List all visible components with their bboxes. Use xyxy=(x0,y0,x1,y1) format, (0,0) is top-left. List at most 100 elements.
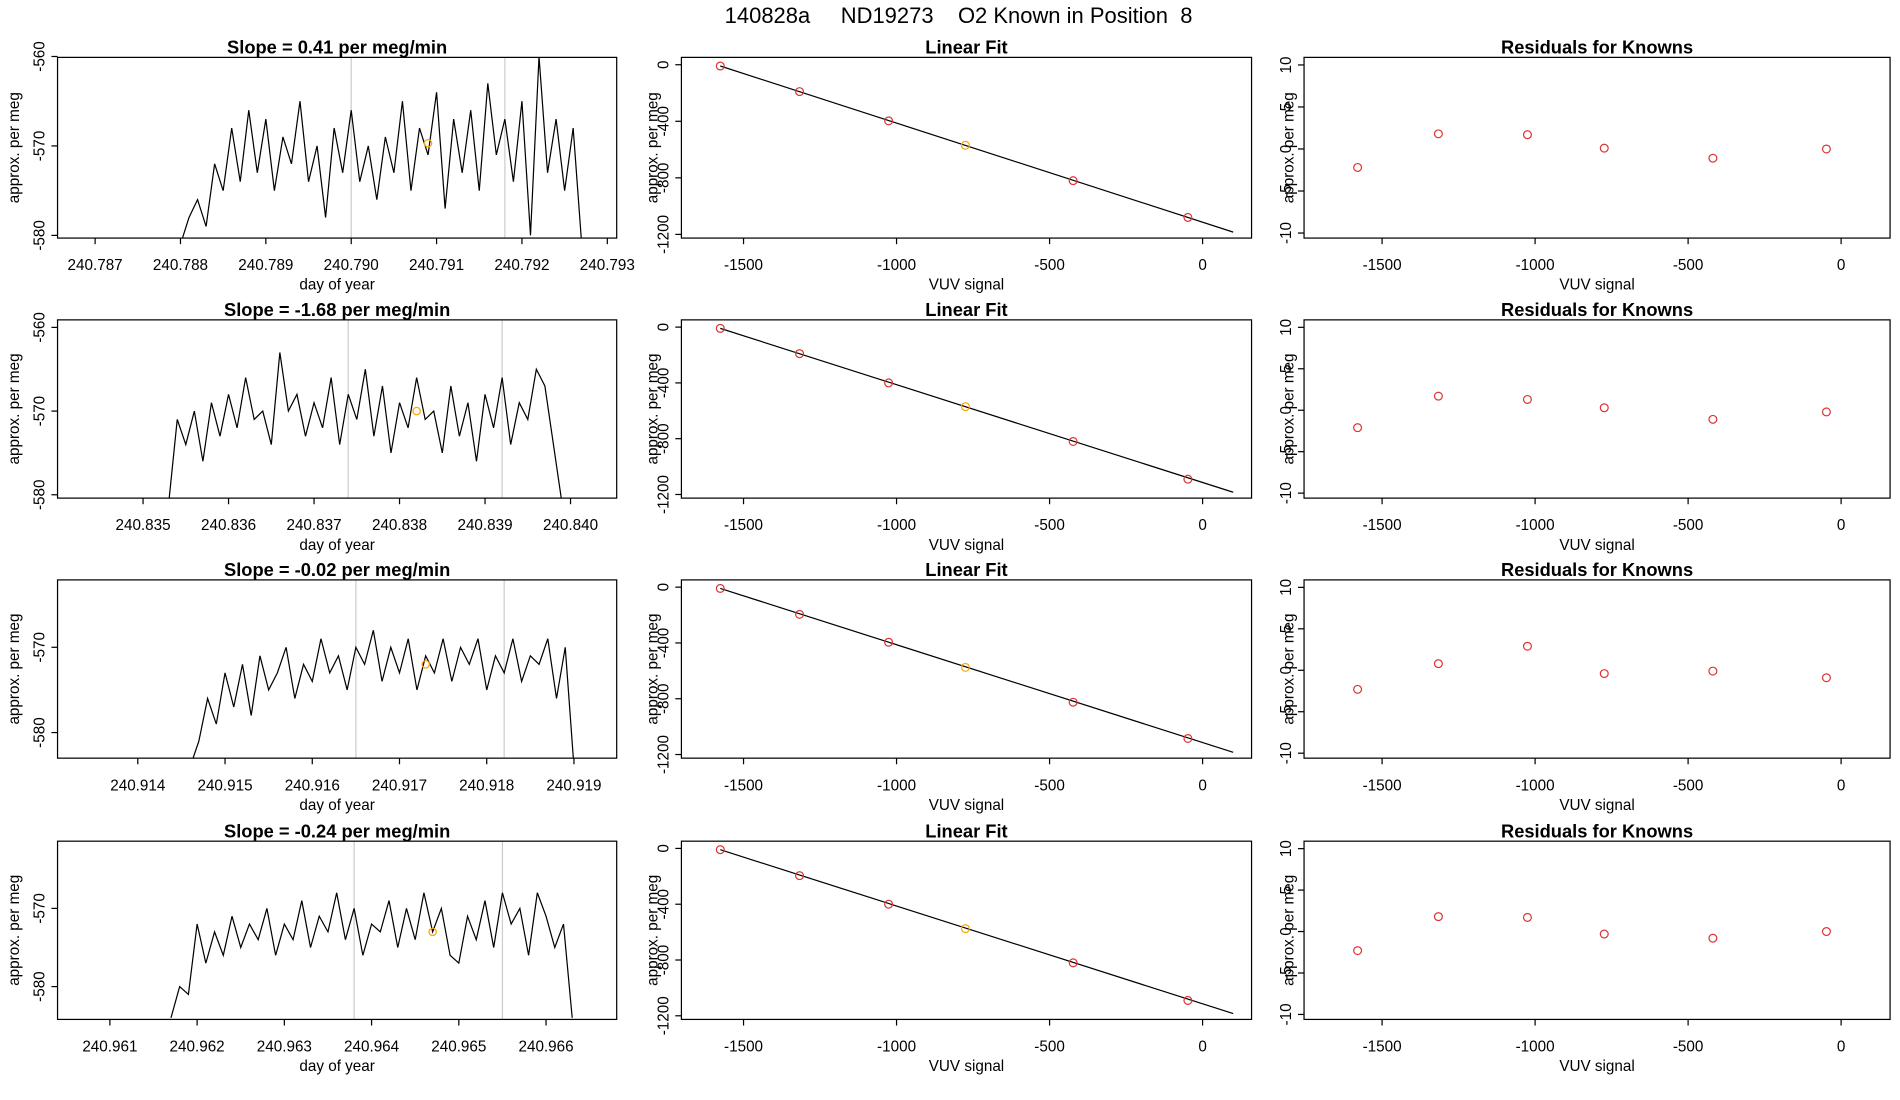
data-point xyxy=(1183,474,1193,484)
x-tick-label: -500 xyxy=(1034,1039,1065,1056)
y-tick-label: -10 xyxy=(1278,222,1295,244)
data-point xyxy=(1183,995,1193,1005)
y-tick-label: -580 xyxy=(31,717,48,748)
panel: Residuals for Knowns VUV signal approx. pe… xyxy=(1278,37,1891,294)
data-point xyxy=(1068,958,1078,968)
x-tick-label: -1000 xyxy=(877,517,916,534)
y-tick-label: -570 xyxy=(31,893,48,924)
plot-area xyxy=(715,61,1234,233)
data-point xyxy=(1821,407,1831,417)
y-tick-label: -560 xyxy=(31,41,48,72)
data-point xyxy=(1353,162,1363,172)
x-axis-label: day of year xyxy=(299,1058,374,1075)
x-tick-label: -1500 xyxy=(1363,517,1402,534)
x-tick-label: 240.915 xyxy=(197,777,252,794)
plot-frame xyxy=(680,579,1253,759)
data-point xyxy=(1522,130,1532,140)
y-axis-label: approx. per meg xyxy=(6,875,23,986)
y-tick-label: 0 xyxy=(1278,666,1295,674)
x-tick-label: 240.792 xyxy=(494,257,549,274)
y-tick-label: -1200 xyxy=(655,735,672,774)
series-line xyxy=(168,352,562,499)
panel: Linear Fit VUV signal approx. per meg -1500… xyxy=(644,299,1253,554)
x-tick-label: -500 xyxy=(1034,777,1065,794)
data-point xyxy=(1433,659,1443,669)
panel: Residuals for Knowns VUV signal approx. pe… xyxy=(1278,820,1891,1075)
data-point xyxy=(960,140,970,150)
x-axis-label: VUV signal xyxy=(929,797,1004,814)
highlight-point xyxy=(428,927,437,937)
x-tick-label: -1000 xyxy=(1516,1039,1555,1056)
x-tick-label: 240.793 xyxy=(580,257,635,274)
data-point xyxy=(795,349,805,359)
y-tick-label: -570 xyxy=(31,131,48,162)
x-tick-label: -500 xyxy=(1673,777,1704,794)
series-line xyxy=(181,57,582,239)
y-tick-label: -400 xyxy=(655,889,672,920)
highlight-point xyxy=(412,406,421,416)
x-axis-label: VUV signal xyxy=(1559,537,1634,554)
series-line xyxy=(170,892,573,1019)
panel: Linear Fit VUV signal approx. per meg -1500… xyxy=(644,37,1253,294)
x-tick-label: -500 xyxy=(1673,257,1704,274)
panel: Slope = -0.02 per meg/min day of year appr… xyxy=(6,559,618,814)
y-tick-label: -5 xyxy=(1278,966,1295,980)
plot-area xyxy=(192,579,574,759)
data-point xyxy=(1522,394,1532,404)
y-axis-label: approx. per meg xyxy=(1280,875,1297,986)
x-tick-label: 240.839 xyxy=(457,517,512,534)
data-point xyxy=(960,662,970,672)
panel-title: Residuals for Knowns xyxy=(1501,820,1693,841)
plot-frame xyxy=(56,579,618,759)
plot-frame xyxy=(1303,319,1891,499)
x-tick-label: 0 xyxy=(1837,1039,1845,1056)
y-tick-label: 0 xyxy=(655,323,672,331)
data-point xyxy=(1433,129,1443,139)
data-point xyxy=(1821,927,1831,937)
panel-title: Residuals for Knowns xyxy=(1501,37,1693,58)
panel: Residuals for Knowns VUV signal approx. pe… xyxy=(1278,299,1891,554)
x-tick-label: -500 xyxy=(1034,257,1065,274)
x-tick-label: 240.787 xyxy=(68,257,123,274)
data-point xyxy=(715,583,725,593)
y-tick-label: -580 xyxy=(31,971,48,1002)
x-tick-label: -1000 xyxy=(877,777,916,794)
x-tick-label: 240.914 xyxy=(110,777,166,794)
data-point xyxy=(1522,641,1532,651)
data-point xyxy=(1433,912,1443,922)
y-tick-label: -10 xyxy=(1278,1003,1295,1025)
data-point xyxy=(884,378,894,388)
x-tick-label: 0 xyxy=(1198,777,1206,794)
x-axis-label: day of year xyxy=(299,797,374,814)
highlight-point xyxy=(423,138,433,148)
data-point xyxy=(960,402,970,412)
y-tick-label: -1200 xyxy=(655,475,672,514)
x-tick-label: -1500 xyxy=(724,1039,763,1056)
series-line xyxy=(192,630,574,759)
y-tick-label: 0 xyxy=(1278,927,1295,935)
data-point xyxy=(715,845,725,855)
y-axis-label: approx. per meg xyxy=(1280,92,1297,203)
data-point xyxy=(1353,946,1363,956)
x-tick-label: -1000 xyxy=(877,257,916,274)
data-point xyxy=(1599,669,1609,679)
y-tick-label: -580 xyxy=(31,480,48,511)
data-point xyxy=(1708,414,1718,424)
fit-line xyxy=(720,65,1234,233)
data-point xyxy=(1433,391,1443,401)
y-axis-label: approx. per meg xyxy=(644,875,661,986)
fit-line xyxy=(720,587,1234,753)
y-axis-label: approx. per meg xyxy=(644,614,661,725)
y-tick-label: 0 xyxy=(655,583,672,591)
y-tick-label: -1200 xyxy=(655,996,672,1035)
panel-title: Slope = -0.24 per meg/min xyxy=(224,820,450,841)
plot-area xyxy=(715,845,1234,1015)
y-tick-label: -800 xyxy=(655,163,672,194)
y-tick-label: 0 xyxy=(655,60,672,68)
panel-title: Residuals for Knowns xyxy=(1501,559,1693,580)
y-tick-label: -400 xyxy=(655,628,672,659)
panel-title: Residuals for Knowns xyxy=(1501,299,1693,320)
data-point xyxy=(1522,912,1532,922)
x-tick-label: -1500 xyxy=(724,257,763,274)
